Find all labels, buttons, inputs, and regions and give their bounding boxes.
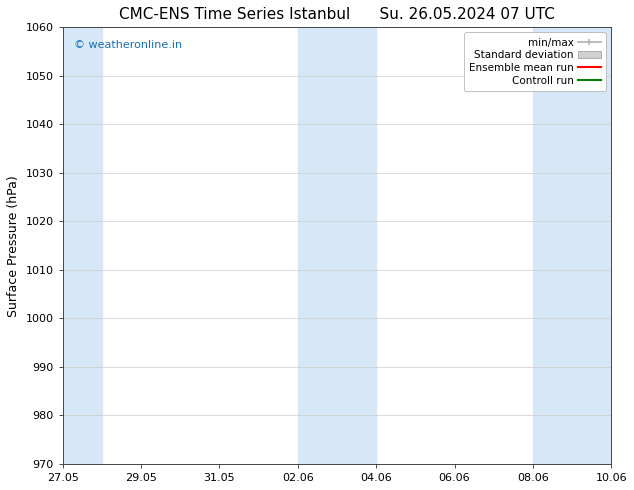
Text: © weatheronline.in: © weatheronline.in [74,40,182,50]
Y-axis label: Surface Pressure (hPa): Surface Pressure (hPa) [7,175,20,317]
Bar [533,27,611,464]
Bar [63,27,102,464]
Title: CMC-ENS Time Series Istanbul      Su. 26.05.2024 07 UTC: CMC-ENS Time Series Istanbul Su. 26.05.2… [119,7,555,22]
Bar [298,27,376,464]
Legend: min/max, Standard deviation, Ensemble mean run, Controll run: min/max, Standard deviation, Ensemble me… [464,32,606,91]
